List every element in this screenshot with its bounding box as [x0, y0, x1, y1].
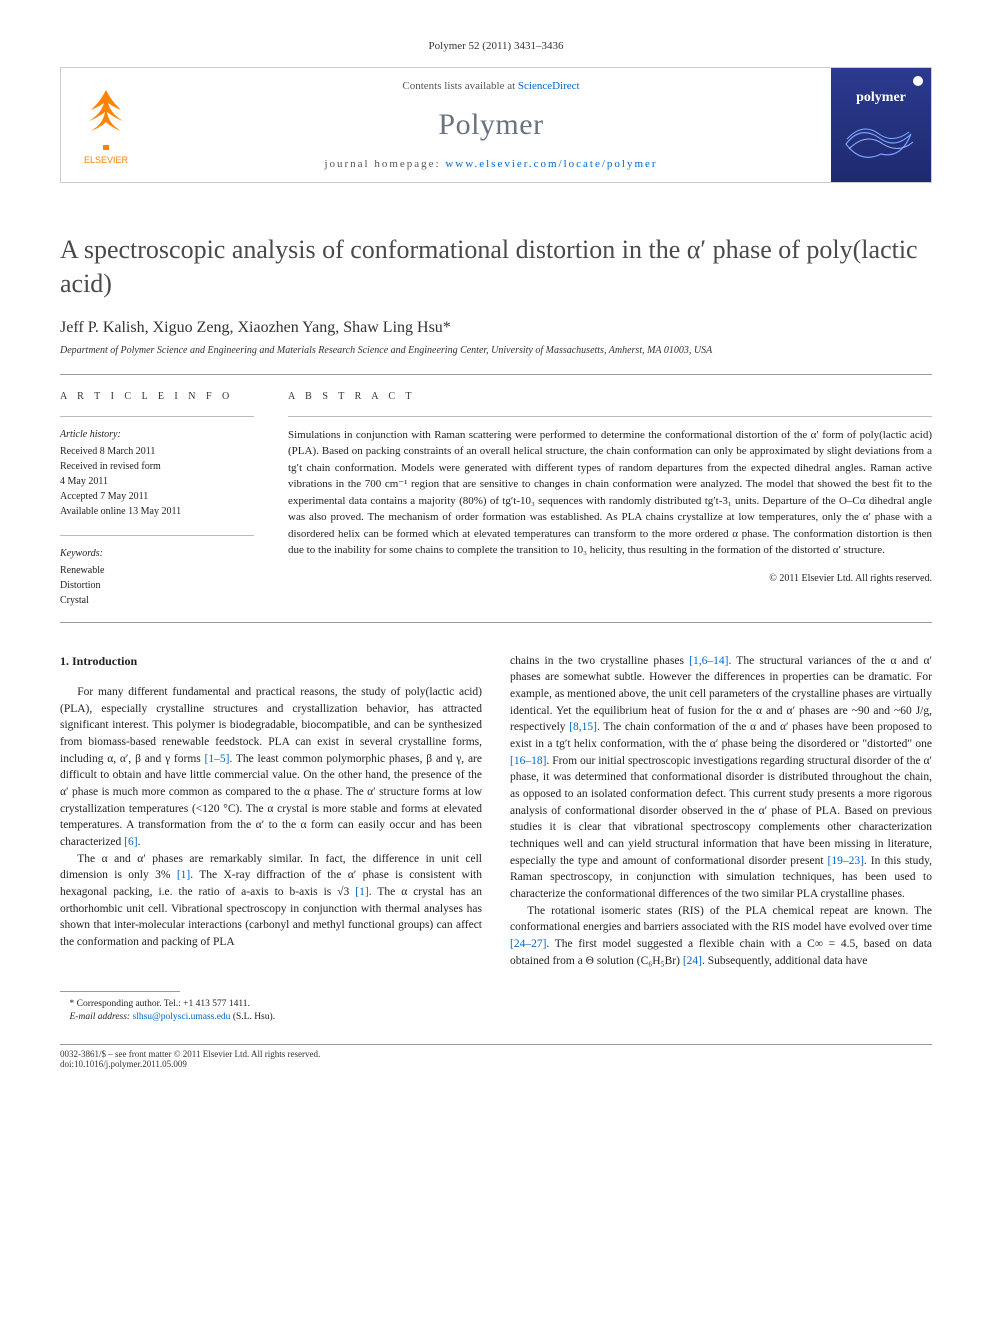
reference-link[interactable]: [8,15] — [569, 721, 597, 733]
reference-link[interactable]: [6] — [124, 836, 137, 848]
email-footnote: E-mail address: slhsu@polysci.umass.edu … — [60, 1011, 482, 1024]
email-label: E-mail address: — [70, 1012, 133, 1022]
cover-dot-icon — [913, 76, 923, 86]
history-accepted: Accepted 7 May 2011 — [60, 489, 254, 504]
journal-homepage: journal homepage: www.elsevier.com/locat… — [161, 158, 821, 170]
email-suffix: (S.L. Hsu). — [230, 1012, 275, 1022]
reference-link[interactable]: [1,6–14] — [689, 655, 728, 667]
keyword: Renewable — [60, 563, 254, 578]
publisher-logo-cell: ELSEVIER — [61, 68, 151, 182]
contents-prefix: Contents lists available at — [402, 80, 517, 92]
body-paragraph: For many different fundamental and pract… — [60, 684, 482, 851]
abstract-heading: A B S T R A C T — [288, 389, 932, 404]
info-divider — [60, 535, 254, 536]
page-footer: 0032-3861/$ – see front matter © 2011 El… — [60, 1044, 932, 1069]
homepage-url[interactable]: www.elsevier.com/locate/polymer — [445, 158, 657, 170]
header-box: ELSEVIER Contents lists available at Sci… — [60, 67, 932, 183]
keyword: Distortion — [60, 578, 254, 593]
article-history: Article history: Received 8 March 2011 R… — [60, 427, 254, 519]
copyright: © 2011 Elsevier Ltd. All rights reserved… — [288, 571, 932, 586]
info-divider — [60, 416, 254, 417]
footer-copyright: 0032-3861/$ – see front matter © 2011 El… — [60, 1049, 932, 1059]
article-info-column: A R T I C L E I N F O Article history: R… — [60, 375, 270, 622]
reference-link[interactable]: [1–5] — [205, 753, 230, 765]
reference-link[interactable]: [24] — [683, 955, 702, 967]
reference-link[interactable]: [19–23] — [828, 855, 864, 867]
svg-text:ELSEVIER: ELSEVIER — [84, 155, 129, 165]
keywords-heading: Keywords: — [60, 546, 254, 561]
keyword: Crystal — [60, 593, 254, 608]
affiliation: Department of Polymer Science and Engine… — [60, 345, 932, 356]
cover-title: polymer — [856, 90, 906, 106]
body-columns: 1. Introduction For many different funda… — [60, 653, 932, 1025]
body-paragraph: chains in the two crystalline phases [1,… — [510, 653, 932, 903]
reference-link[interactable]: [1] — [177, 869, 190, 881]
sciencedirect-link[interactable]: ScienceDirect — [518, 80, 580, 92]
body-paragraph: The rotational isomeric states (RIS) of … — [510, 903, 932, 970]
info-abstract-row: A R T I C L E I N F O Article history: R… — [60, 374, 932, 623]
reference-link[interactable]: [1] — [355, 886, 368, 898]
history-revised-date: 4 May 2011 — [60, 474, 254, 489]
reference-link[interactable]: [24–27] — [510, 938, 546, 950]
body-text: . The least common polymorphic phases, β… — [60, 753, 482, 848]
history-received: Received 8 March 2011 — [60, 444, 254, 459]
body-column-left: 1. Introduction For many different funda… — [60, 653, 482, 1025]
history-heading: Article history: — [60, 427, 254, 442]
abstract-column: A B S T R A C T Simulations in conjuncti… — [270, 375, 932, 622]
cover-swirl-icon — [841, 114, 921, 174]
body-text: . From our initial spectroscopic investi… — [510, 755, 932, 867]
homepage-prefix: journal homepage: — [324, 158, 445, 170]
corresponding-author-footnote: * Corresponding author. Tel.: +1 413 577… — [60, 998, 482, 1011]
abstract-divider — [288, 416, 932, 417]
reference-link[interactable]: [16–18] — [510, 755, 546, 767]
footer-doi: doi:10.1016/j.polymer.2011.05.009 — [60, 1059, 932, 1069]
body-paragraph: The α and α′ phases are remarkably simil… — [60, 851, 482, 951]
journal-cover: polymer — [831, 68, 931, 182]
email-link[interactable]: slhsu@polysci.umass.edu — [132, 1012, 230, 1022]
history-revised: Received in revised form — [60, 459, 254, 474]
keywords-block: Keywords: Renewable Distortion Crystal — [60, 546, 254, 608]
article-title: A spectroscopic analysis of conformation… — [60, 233, 932, 301]
body-text: The rotational isomeric states (RIS) of … — [510, 905, 932, 934]
journal-name: Polymer — [161, 108, 821, 142]
body-text: . Subsequently, additional data have — [702, 955, 867, 967]
history-online: Available online 13 May 2011 — [60, 504, 254, 519]
section-heading: 1. Introduction — [60, 653, 482, 670]
abstract-text: Simulations in conjunction with Raman sc… — [288, 427, 932, 559]
journal-reference: Polymer 52 (2011) 3431–3436 — [60, 40, 932, 52]
header-center: Contents lists available at ScienceDirec… — [151, 68, 831, 182]
body-text: chains in the two crystalline phases — [510, 655, 689, 667]
footnote-separator — [60, 991, 180, 992]
authors: Jeff P. Kalish, Xiguo Zeng, Xiaozhen Yan… — [60, 319, 932, 337]
contents-available: Contents lists available at ScienceDirec… — [161, 80, 821, 92]
body-column-right: chains in the two crystalline phases [1,… — [510, 653, 932, 1025]
elsevier-logo: ELSEVIER — [71, 85, 141, 165]
body-text: . — [138, 836, 141, 848]
article-info-heading: A R T I C L E I N F O — [60, 389, 254, 404]
